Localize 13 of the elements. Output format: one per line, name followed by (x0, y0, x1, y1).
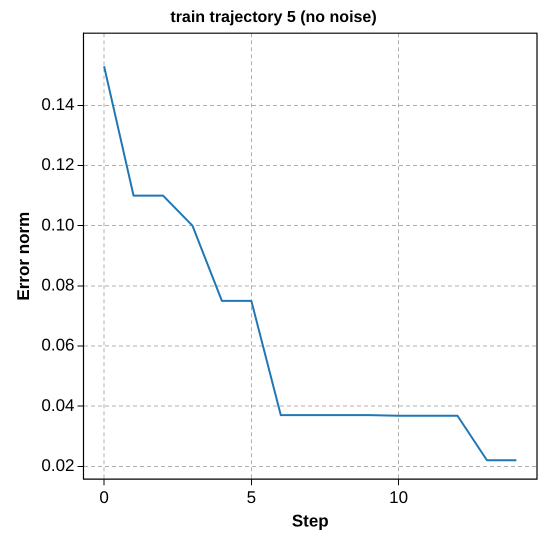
y-tick-label: 0.02 (41, 456, 74, 475)
x-tick-label: 5 (246, 488, 256, 508)
y-tick-label: 0.08 (41, 276, 74, 295)
x-tick-label: 0 (99, 488, 109, 508)
y-axis-title: Error norm (14, 212, 33, 301)
x-tick-label: 10 (389, 488, 408, 508)
y-tick-label: 0.06 (41, 336, 74, 355)
chart-title: train trajectory 5 (no noise) (170, 9, 377, 26)
y-tick-label: 0.12 (41, 155, 74, 174)
y-tick-label: 0.10 (41, 215, 74, 234)
x-axis-title: Step (292, 511, 329, 530)
y-tick-label: 0.04 (41, 396, 74, 415)
y-tick-label: 0.14 (41, 95, 74, 114)
